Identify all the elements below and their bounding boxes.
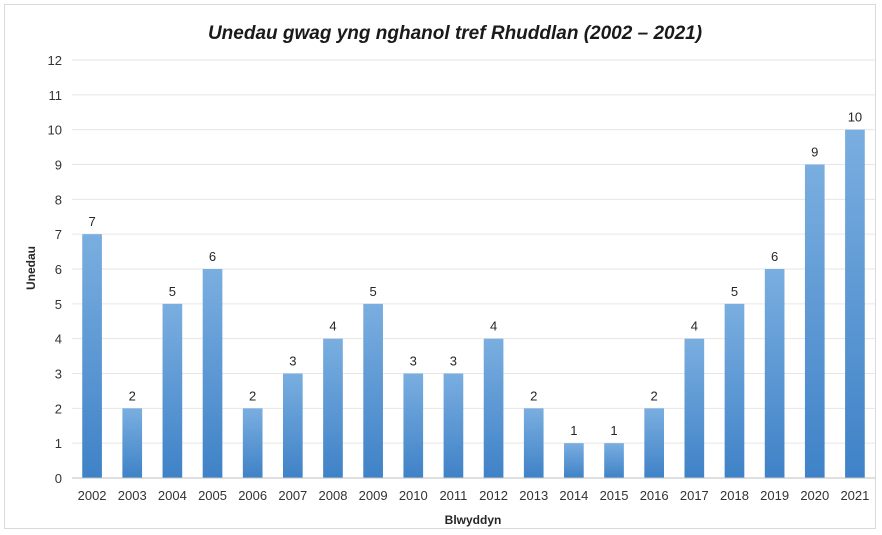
y-axis-label: Unedau bbox=[24, 246, 38, 290]
data-label-2014: 1 bbox=[570, 423, 577, 438]
data-labels: 7 2 5 6 2 3 4 5 3 3 4 2 1 1 2 4 5 6 9 10 bbox=[88, 110, 862, 438]
bar-2020 bbox=[804, 164, 825, 478]
data-label-2007: 3 bbox=[289, 354, 296, 369]
x-tick-label-2003: 2003 bbox=[118, 488, 147, 503]
y-tick-label: 5 bbox=[55, 297, 62, 312]
gridlines bbox=[72, 59, 875, 444]
y-tick-label: 0 bbox=[55, 471, 62, 486]
x-tick-label-2020: 2020 bbox=[800, 488, 829, 503]
bar-2014 bbox=[564, 443, 584, 478]
y-tick-label: 9 bbox=[55, 158, 62, 173]
y-tick-label: 2 bbox=[55, 401, 62, 416]
x-tick-label-2017: 2017 bbox=[680, 488, 709, 503]
bar-2002 bbox=[82, 234, 102, 478]
y-tick-label: 6 bbox=[55, 262, 62, 277]
bar-2004 bbox=[162, 303, 183, 478]
bar-2018 bbox=[724, 303, 745, 478]
data-label-2017: 4 bbox=[691, 319, 698, 334]
bar-2016 bbox=[644, 408, 665, 478]
data-label-2018: 5 bbox=[731, 284, 738, 299]
data-label-2008: 4 bbox=[329, 319, 336, 334]
x-tick-label-2011: 2011 bbox=[439, 488, 467, 503]
bar-2021 bbox=[845, 129, 865, 478]
x-tick-label-2005: 2005 bbox=[198, 488, 227, 503]
y-tick-label: 4 bbox=[55, 332, 62, 347]
bar-2011 bbox=[443, 373, 464, 478]
x-tick-label-2009: 2009 bbox=[359, 488, 388, 503]
x-tick-label-2018: 2018 bbox=[720, 488, 749, 503]
bar-2012 bbox=[483, 338, 504, 478]
x-tick-label-2016: 2016 bbox=[640, 488, 669, 503]
x-tick-label-2021: 2021 bbox=[840, 488, 869, 503]
bar-2009 bbox=[363, 303, 383, 478]
x-tick-label-2019: 2019 bbox=[760, 488, 789, 503]
data-label-2004: 5 bbox=[169, 284, 176, 299]
x-tick-label-2007: 2007 bbox=[278, 488, 307, 503]
bars bbox=[82, 129, 865, 478]
data-label-2010: 3 bbox=[410, 354, 417, 369]
data-label-2015: 1 bbox=[610, 423, 617, 438]
y-tick-label: 8 bbox=[55, 192, 62, 207]
bar-2010 bbox=[403, 373, 424, 478]
y-tick-label: 3 bbox=[55, 367, 62, 382]
x-axis-label: Blwyddyn bbox=[445, 513, 502, 527]
data-label-2003: 2 bbox=[129, 388, 136, 403]
bar-2013 bbox=[523, 408, 544, 478]
data-label-2016: 2 bbox=[651, 388, 658, 403]
x-tick-label-2015: 2015 bbox=[600, 488, 629, 503]
x-axis-ticks: 2002 2003 2004 2005 2006 2007 2008 2009 2010 2011… bbox=[78, 488, 870, 503]
bar-2003 bbox=[122, 408, 143, 478]
data-label-2020: 9 bbox=[811, 145, 818, 160]
bar-2015 bbox=[604, 443, 624, 478]
y-tick-label: 1 bbox=[55, 436, 62, 451]
bar-2006 bbox=[242, 408, 263, 478]
chart-title: Unedau gwag yng nghanol tref Rhuddlan (2… bbox=[208, 23, 702, 44]
data-label-2005: 6 bbox=[209, 249, 216, 264]
x-tick-label-2008: 2008 bbox=[319, 488, 348, 503]
x-tick-label-2013: 2013 bbox=[519, 488, 548, 503]
data-label-2011: 3 bbox=[450, 354, 457, 369]
bar-2019 bbox=[764, 269, 785, 478]
x-tick-label-2014: 2014 bbox=[559, 488, 588, 503]
x-tick-label-2002: 2002 bbox=[78, 488, 107, 503]
y-tick-label: 12 bbox=[48, 53, 62, 68]
bar-2017 bbox=[684, 338, 705, 478]
data-label-2006: 2 bbox=[249, 388, 256, 403]
bar-2008 bbox=[323, 338, 343, 478]
y-tick-label: 11 bbox=[49, 88, 63, 103]
data-label-2013: 2 bbox=[530, 388, 537, 403]
x-tick-label-2004: 2004 bbox=[158, 488, 187, 503]
data-label-2002: 7 bbox=[88, 214, 95, 229]
y-tick-label: 7 bbox=[55, 227, 62, 242]
data-label-2019: 6 bbox=[771, 249, 778, 264]
bar-2005 bbox=[202, 269, 223, 478]
data-label-2009: 5 bbox=[370, 284, 377, 299]
y-tick-label: 10 bbox=[48, 123, 62, 138]
x-tick-label-2012: 2012 bbox=[479, 488, 508, 503]
data-label-2012: 4 bbox=[490, 319, 497, 334]
data-label-2021: 10 bbox=[848, 110, 862, 125]
bar-2007 bbox=[282, 373, 303, 478]
x-tick-label-2010: 2010 bbox=[399, 488, 428, 503]
x-tick-label-2006: 2006 bbox=[238, 488, 267, 503]
